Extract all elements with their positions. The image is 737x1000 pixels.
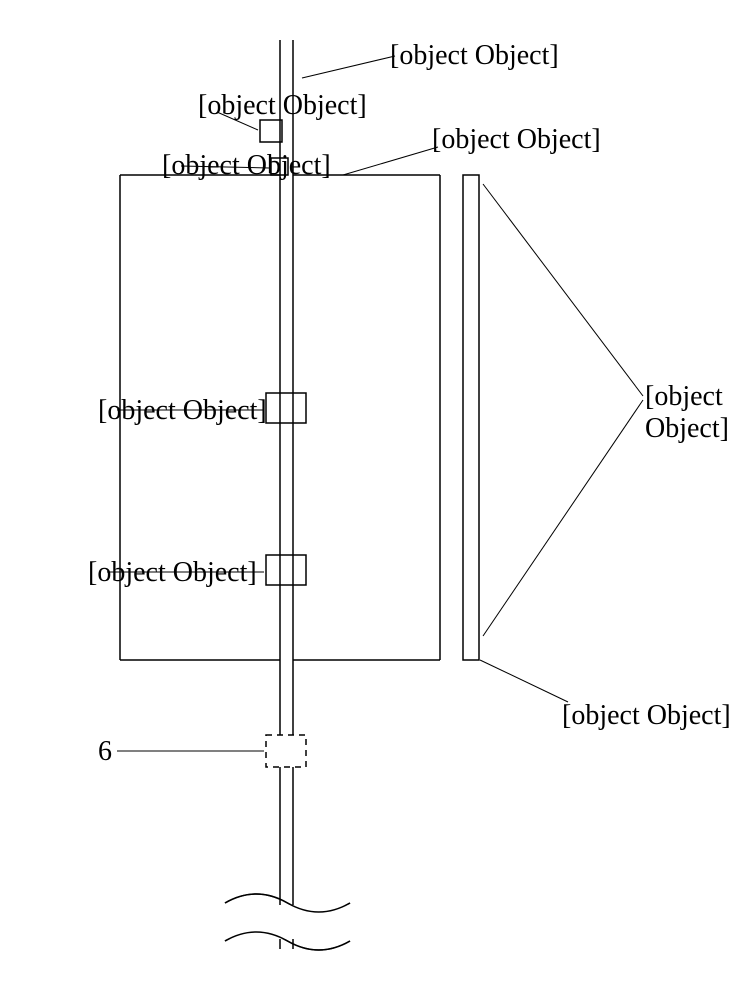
label-3: [object Object] <box>162 150 331 182</box>
label-6b: 6 <box>98 736 112 768</box>
label-5: [object Object] <box>390 40 559 72</box>
label-8: [object Object] <box>98 395 267 427</box>
label-6: [object Object] <box>88 557 257 589</box>
label-1: [object Object] <box>432 124 601 156</box>
diagram-canvas <box>0 0 737 1000</box>
label-11: [object Object] <box>562 700 731 732</box>
label-10: [object Object] <box>645 381 737 445</box>
label-2: [object Object] <box>198 90 367 122</box>
